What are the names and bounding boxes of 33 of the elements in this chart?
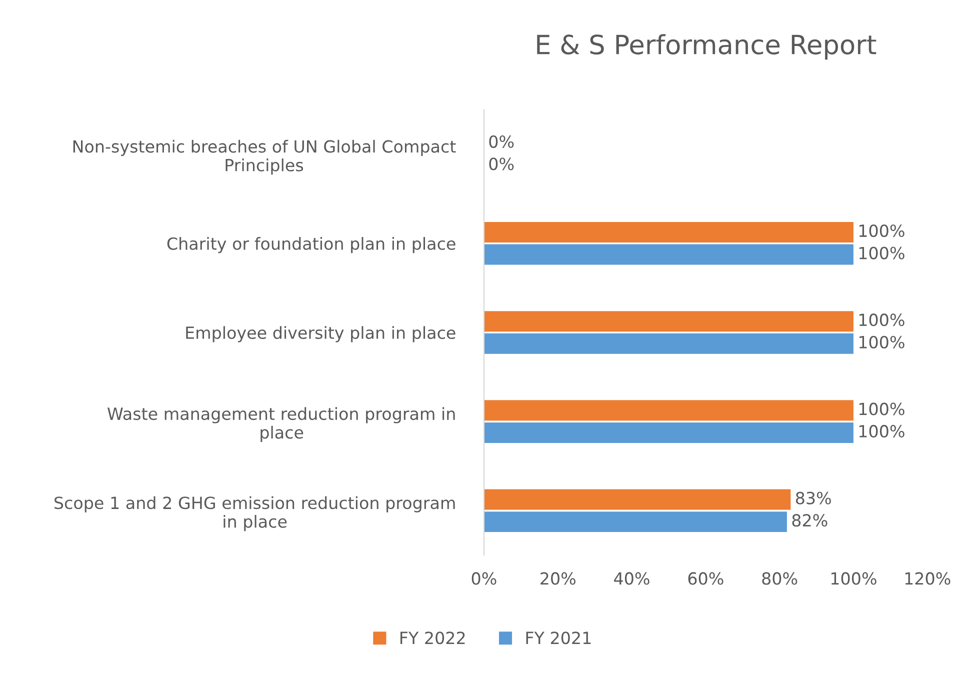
x-tick-label: 100% bbox=[831, 572, 876, 585]
x-tick-label: 80% bbox=[762, 572, 798, 585]
bar bbox=[484, 333, 854, 354]
bar bbox=[484, 489, 791, 510]
data-label: 83% bbox=[796, 492, 831, 504]
bar bbox=[484, 244, 854, 265]
data-label: 100% bbox=[859, 424, 904, 438]
data-label: 100% bbox=[859, 402, 904, 416]
bar bbox=[484, 422, 854, 443]
y-tick-label: Waste management reduction program in place bbox=[108, 407, 455, 442]
data-label: 100% bbox=[859, 224, 904, 238]
y-tick-label: Employee diversity plan in place bbox=[186, 326, 456, 342]
y-tick-label: Non-systemic breaches of UN Global Compact Principles bbox=[73, 140, 456, 175]
bar bbox=[484, 512, 787, 532]
y-tick-label: Charity or foundation plan in place bbox=[167, 237, 456, 254]
data-label: 0% bbox=[489, 158, 514, 170]
legend-label: FY 2021 bbox=[526, 632, 591, 644]
x-tick-label: 20% bbox=[540, 572, 576, 585]
data-label: 100% bbox=[859, 246, 904, 260]
x-tick-label: 0% bbox=[472, 572, 496, 585]
bar bbox=[484, 222, 854, 242]
chart-title: E & S Performance Report bbox=[537, 34, 876, 60]
x-tick-label: 60% bbox=[688, 572, 724, 585]
x-tick-label: 120% bbox=[905, 572, 950, 585]
bar bbox=[484, 311, 854, 332]
y-tick-label: Scope 1 and 2 GHG emission reduction program in place bbox=[54, 496, 455, 532]
data-label: 100% bbox=[859, 314, 904, 326]
data-label: 100% bbox=[859, 336, 904, 348]
legend-label: FY 2022 bbox=[400, 632, 465, 644]
x-tick-label: 40% bbox=[614, 572, 650, 585]
bar bbox=[484, 400, 854, 421]
data-label: 82% bbox=[792, 514, 828, 527]
data-label: 0% bbox=[489, 135, 514, 148]
